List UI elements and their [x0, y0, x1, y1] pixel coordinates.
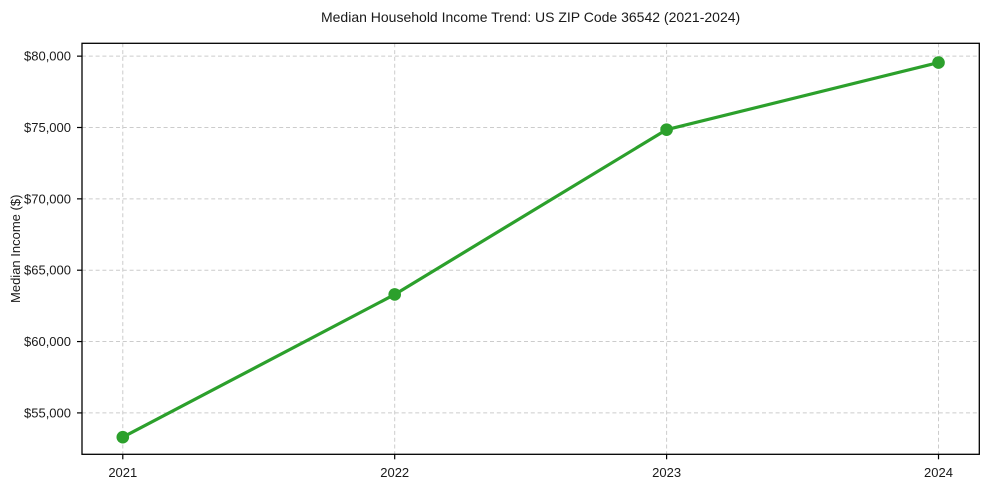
trend-line: [121, 60, 941, 439]
data-point-marker: [932, 56, 945, 69]
plot-border-layer: [81, 42, 980, 455]
x-tick-label: 2024: [924, 465, 953, 480]
y-tick-label: $80,000: [24, 49, 71, 64]
y-tick-label: $60,000: [24, 334, 71, 349]
axis-ticks: [77, 55, 940, 460]
y-tick-label: $55,000: [24, 405, 71, 420]
data-series: [116, 56, 945, 444]
data-point-marker: [660, 123, 673, 136]
data-point-marker: [388, 288, 401, 301]
y-tick-label: $65,000: [24, 263, 71, 278]
data-point-marker: [116, 430, 130, 444]
y-tick-label: $75,000: [24, 120, 71, 135]
plot-border: [81, 42, 980, 455]
gridlines: [82, 43, 980, 455]
y-axis-label: Median Income ($): [8, 195, 23, 303]
x-tick-label: 2023: [652, 465, 681, 480]
y-tick-label: $70,000: [24, 191, 71, 206]
tick-labels: 2021 2022 2023 2024 $55,000 $60,000 $65,000 $70…: [24, 49, 953, 480]
x-tick-label: 2022: [380, 465, 409, 480]
chart-title: Median Household Income Trend: US ZIP Co…: [321, 9, 740, 25]
x-tick-label: 2021: [108, 465, 137, 480]
